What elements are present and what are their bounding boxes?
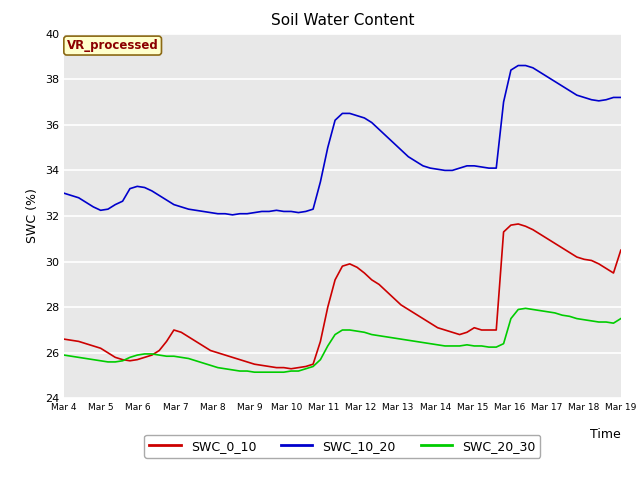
SWC_0_10 (60, 336, 68, 342)
SWC_10_20 (258, 208, 266, 214)
SWC_0_10 (375, 281, 383, 287)
SWC_10_20 (228, 212, 236, 218)
SWC_20_30 (309, 364, 317, 370)
Title: Soil Water Content: Soil Water Content (271, 13, 414, 28)
SWC_10_20 (309, 206, 317, 212)
X-axis label: Time: Time (590, 428, 621, 441)
SWC_20_30 (294, 368, 302, 374)
SWC_20_30 (170, 353, 178, 359)
SWC_0_10 (287, 366, 295, 372)
SWC_20_30 (617, 316, 625, 322)
SWC_10_20 (294, 210, 302, 216)
Text: VR_processed: VR_processed (67, 39, 159, 52)
SWC_20_30 (251, 369, 259, 375)
SWC_10_20 (60, 191, 68, 196)
SWC_20_30 (60, 352, 68, 358)
SWC_0_10 (170, 327, 178, 333)
SWC_20_30 (258, 369, 266, 375)
SWC_0_10 (294, 365, 302, 371)
SWC_0_10 (251, 361, 259, 367)
Line: SWC_20_30: SWC_20_30 (64, 308, 621, 372)
SWC_0_10 (515, 221, 522, 227)
SWC_20_30 (243, 368, 251, 374)
SWC_20_30 (375, 333, 383, 338)
Legend: SWC_0_10, SWC_10_20, SWC_20_30: SWC_0_10, SWC_10_20, SWC_20_30 (145, 435, 540, 458)
SWC_10_20 (251, 210, 259, 216)
SWC_20_30 (522, 305, 529, 311)
SWC_10_20 (515, 62, 522, 68)
Line: SWC_10_20: SWC_10_20 (64, 65, 621, 215)
SWC_10_20 (170, 202, 178, 207)
Line: SWC_0_10: SWC_0_10 (64, 224, 621, 369)
SWC_0_10 (617, 247, 625, 253)
SWC_0_10 (243, 359, 251, 365)
SWC_10_20 (375, 127, 383, 132)
SWC_0_10 (309, 361, 317, 367)
SWC_10_20 (617, 95, 625, 100)
Y-axis label: SWC (%): SWC (%) (26, 189, 39, 243)
